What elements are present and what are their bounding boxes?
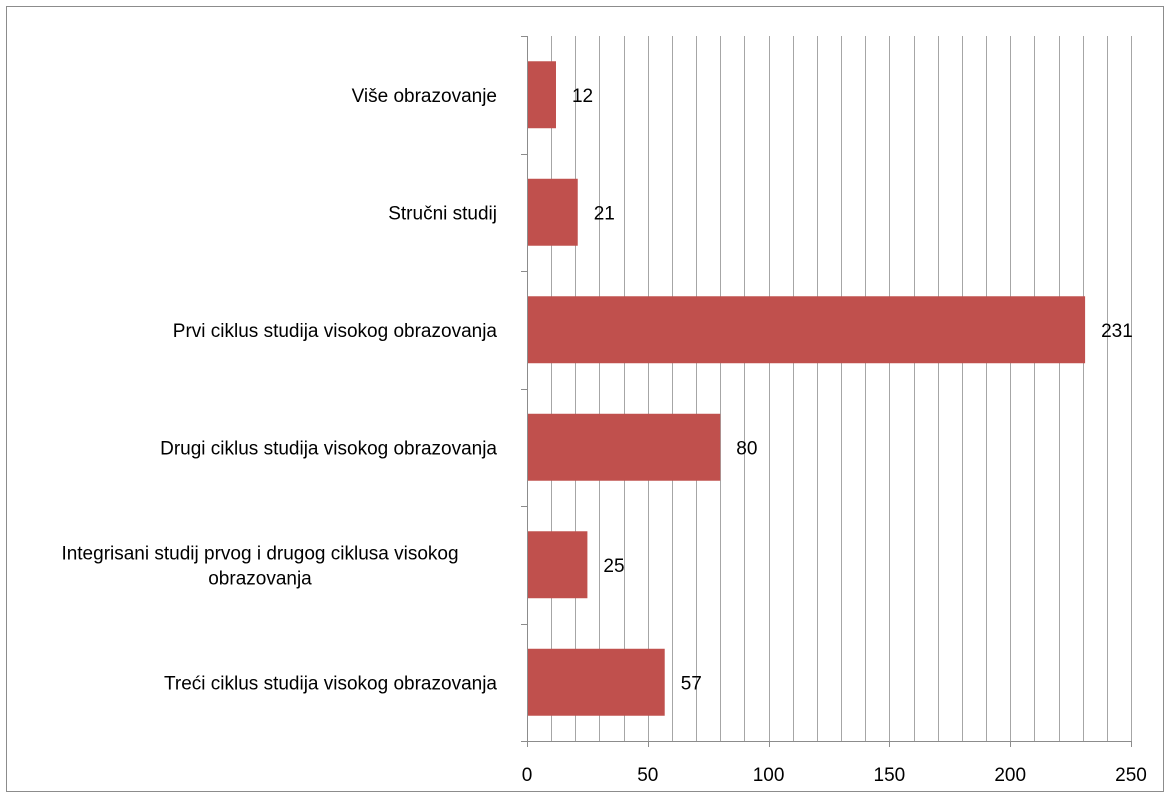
data-label: 25 [603, 556, 624, 577]
category-label: Drugi ciklus studija visokog obrazovanja [160, 438, 497, 459]
bar [527, 531, 588, 599]
axes [521, 36, 1132, 747]
bar [527, 296, 1086, 364]
x-tick-label: 0 [522, 765, 533, 786]
data-label: 12 [572, 86, 593, 107]
x-tick-label: 100 [753, 765, 785, 786]
category-label: Integrisani studij prvog i drugog ciklus… [61, 543, 458, 589]
category-label: Stručni studij [388, 203, 497, 224]
grid-lines [551, 36, 1132, 741]
x-tick-label: 50 [637, 765, 658, 786]
data-label: 21 [594, 203, 615, 224]
x-tick-label: 250 [1115, 765, 1147, 786]
data-label: 231 [1101, 321, 1133, 342]
bar [527, 61, 556, 129]
category-label: Treći ciklus studija visokog obrazovanja [164, 673, 497, 694]
bar [527, 178, 578, 246]
data-label: 57 [681, 673, 702, 694]
bars [527, 61, 1086, 716]
data-label: 80 [736, 438, 757, 459]
x-tick-label: 150 [874, 765, 906, 786]
category-label: Više obrazovanje [352, 86, 497, 107]
x-tick-label: 200 [994, 765, 1026, 786]
bar [527, 648, 665, 716]
category-label: Prvi ciklus studija visokog obrazovanja [173, 321, 498, 342]
labels: 12 Više obrazovanje 21 Stručni studij 231 Prv… [61, 86, 1146, 786]
bar [527, 413, 721, 481]
